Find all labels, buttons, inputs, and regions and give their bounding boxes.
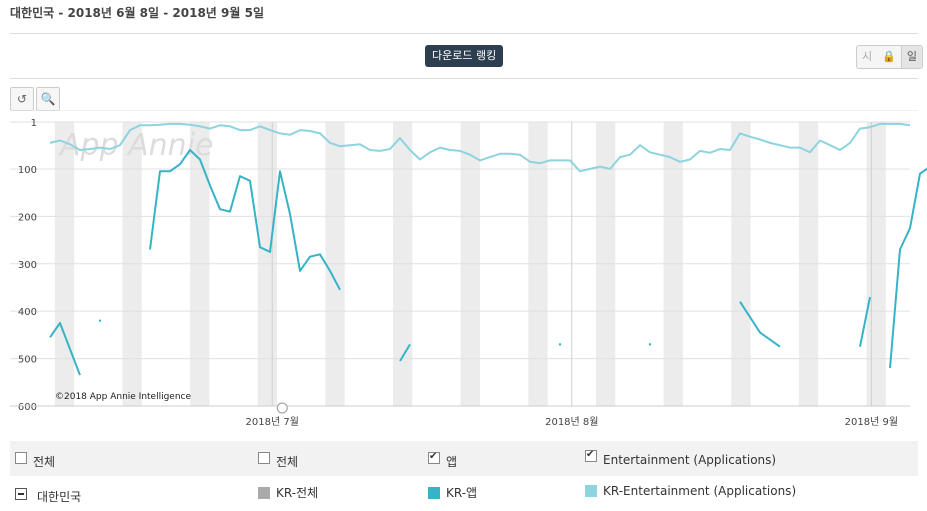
filter-checkbox[interactable] <box>428 451 440 464</box>
filter-all-2[interactable]: 전체 <box>258 451 298 470</box>
legend-item-app[interactable]: KR-앱 <box>428 484 477 501</box>
filter-all-1[interactable]: 전체 <box>15 451 55 470</box>
zoom-in-icon[interactable]: 🔍 <box>36 87 60 111</box>
country-label: 대한민국 <box>37 490 82 504</box>
x-tick-label: 2018년 9월 <box>845 416 898 428</box>
series-point <box>648 343 652 346</box>
filter-checkbox[interactable] <box>258 451 270 464</box>
page-title: 대한민국 - 2018년 6월 8일 - 2018년 9월 5일 <box>10 6 264 20</box>
y-tick-label: 1 <box>31 118 37 129</box>
hourly-toggle-button[interactable]: 시 <box>857 46 878 68</box>
x-tick-label: 2018년 7월 <box>246 416 299 428</box>
legend-item-overall[interactable]: KR-전체 <box>258 484 318 501</box>
filter-entertainment[interactable]: Entertainment (Applications) <box>585 450 776 467</box>
copyright-label: ©2018 App Annie Intelligence <box>55 392 192 402</box>
legend-item-entertainment[interactable]: KR-Entertainment (Applications) <box>585 484 796 498</box>
series-line <box>149 149 341 291</box>
filter-checkbox[interactable] <box>15 451 27 464</box>
ranking-chart: 1 100 200 300 400 500 600 2018년 7월 2018년 8월 2018년… <box>10 110 927 428</box>
collapse-icon[interactable] <box>15 487 27 500</box>
range-handle <box>276 402 288 414</box>
daily-toggle-button[interactable]: 일 <box>900 46 922 68</box>
granularity-toggle: 시 🔒 일 <box>856 45 923 69</box>
legend-swatch <box>428 486 440 499</box>
series-point <box>98 319 102 322</box>
legend-swatch <box>258 486 270 499</box>
series-point <box>558 343 562 346</box>
y-tick-label: 500 <box>18 355 37 366</box>
y-tick-label: 400 <box>18 307 37 318</box>
series-line <box>889 167 927 369</box>
series-line <box>859 296 871 347</box>
x-tick-label: 2018년 8월 <box>545 416 598 428</box>
y-tick-label: 100 <box>18 165 37 176</box>
divider <box>10 33 918 34</box>
series-line <box>49 322 81 376</box>
filter-app[interactable]: 앱 <box>428 451 457 470</box>
y-tick-label: 300 <box>18 260 37 271</box>
legend: 전체 전체 앱 Entertainment (Applications) 대한민… <box>10 441 918 511</box>
series-line <box>739 301 781 348</box>
legend-swatch <box>585 485 597 497</box>
y-tick-label: 600 <box>18 402 37 413</box>
download-ranking-button[interactable]: 다운로드 랭킹 <box>425 45 504 67</box>
series-line <box>399 343 411 362</box>
filter-checkbox[interactable] <box>585 450 597 462</box>
series-line <box>49 122 911 173</box>
y-tick-label: 200 <box>18 212 37 223</box>
country-row: 대한민국 <box>15 487 82 505</box>
legend-filter-row: 전체 전체 앱 Entertainment (Applications) <box>10 441 918 476</box>
lock-icon: 🔒 <box>877 46 901 68</box>
watermark: App Annie <box>58 128 214 163</box>
divider <box>10 78 918 79</box>
undo-icon[interactable]: ↺ <box>10 87 34 111</box>
